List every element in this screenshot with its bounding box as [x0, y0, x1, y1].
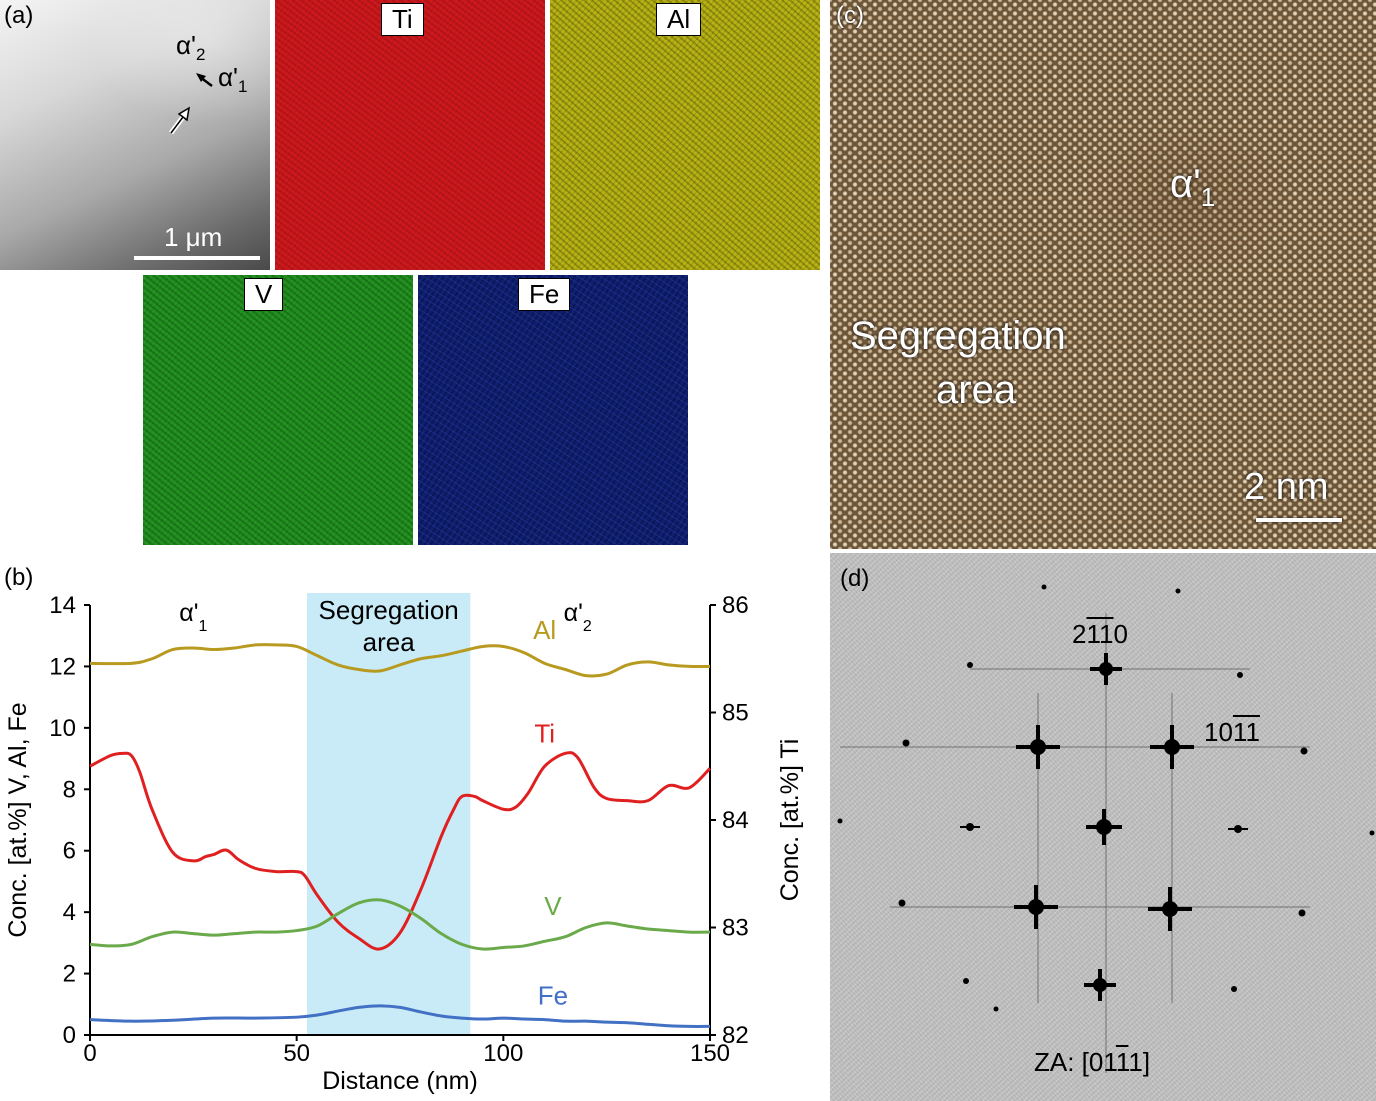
fft-spot-weak	[1369, 830, 1375, 836]
region-label-base: α'	[179, 599, 198, 627]
y-tick-label-right: 85	[722, 700, 749, 727]
fft-spot-weak	[1228, 825, 1248, 833]
y-axis-label-right: Conc. [at.%] Ti	[776, 739, 804, 902]
eds-map-al: Al	[550, 0, 820, 270]
map-label-v: V	[244, 278, 284, 311]
fft-spot-strong	[1090, 653, 1122, 685]
fft-spot-weak	[1175, 588, 1181, 594]
x-tick-label: 150	[690, 1040, 730, 1067]
series-line-fe	[89, 1004, 711, 1028]
region-label: α'2	[564, 599, 592, 635]
y-tick-label-left: 0	[63, 1022, 76, 1049]
fft-spot-strong	[1016, 725, 1060, 769]
panel-label-a: (a)	[4, 2, 34, 29]
fft-spot-weak	[1237, 672, 1243, 678]
y-tick-label-right: 83	[722, 915, 749, 942]
fft-spot-strong	[1150, 725, 1194, 769]
fft-pattern: (d)	[830, 553, 1376, 1101]
scale-bar-a	[134, 256, 260, 260]
fft-spot-weak	[902, 739, 910, 747]
fft-spots	[837, 584, 1375, 1073]
panel-label-d: (d)	[840, 565, 870, 592]
fft-spot-weak	[837, 818, 843, 824]
panel-label-c: (c)	[836, 2, 864, 29]
eds-map-ti: Ti	[275, 0, 545, 270]
series-line-al	[89, 643, 711, 678]
fft-spot-strong	[1148, 887, 1192, 931]
region-label-subscript: 2	[583, 618, 592, 635]
x-tick-label: 100	[483, 1040, 523, 1067]
phase-label-alpha2: α'2	[176, 30, 206, 65]
segregation-label-line1: Segregation	[319, 595, 459, 625]
y-tick-label-right: 86	[722, 592, 749, 619]
y-tick-label-left: 4	[63, 899, 76, 926]
scale-bar-label-c: 2 nm	[1244, 466, 1329, 508]
hrtem-segregation-line1: Segregation	[850, 314, 1066, 358]
region-label: α'1	[179, 599, 207, 635]
hrtem-segregation-line2: area	[936, 368, 1017, 412]
series-line-ti	[89, 751, 712, 951]
fft-spot-weak	[963, 978, 969, 984]
fft-spot-weak	[1298, 909, 1306, 917]
y-tick-label-left: 8	[63, 776, 76, 803]
eds-map-v: V	[143, 275, 413, 545]
panel-label-b: (b)	[4, 564, 34, 591]
y-tick-label-left: 10	[49, 715, 76, 742]
fft-spot-weak	[1041, 584, 1047, 590]
y-tick-label-right: 84	[722, 807, 749, 834]
fft-spot-strong	[1014, 885, 1058, 929]
y-tick-label-right: 82	[722, 1022, 749, 1049]
fft-index-label-1: 2110	[1072, 619, 1128, 649]
segregation-label-line2: area	[363, 627, 416, 657]
zone-axis-label: ZA: [0111]	[1034, 1047, 1151, 1077]
series-label-v: V	[544, 891, 562, 921]
y-tick-label-left: 2	[63, 961, 76, 988]
fft-index-label-2: 1011	[1204, 717, 1260, 747]
haadf-image: (a) α'2 α'1 1 μm	[0, 0, 270, 270]
fft-spot-strong	[1084, 969, 1116, 1001]
eds-map-fe: Fe	[418, 275, 688, 545]
haadf-arrows	[169, 73, 213, 135]
scale-bar-c	[1256, 518, 1342, 522]
fft-spot-weak	[993, 1006, 999, 1012]
y-axis-label-left: Conc. [at.%] V, Al, Fe	[4, 702, 32, 937]
fft-spot-weak	[1231, 986, 1237, 992]
series-label-fe: Fe	[538, 980, 568, 1010]
x-axis-label: Distance (nm)	[322, 1067, 478, 1095]
y-tick-label-left: 6	[63, 838, 76, 865]
series-label-ti: Ti	[534, 719, 555, 749]
line-profile-chart: Segregation area α'1 α'2 0 50 100 1500246810…	[4, 592, 804, 1095]
segregation-region	[307, 593, 471, 1035]
map-label-ti: Ti	[381, 3, 424, 36]
fft-spot-weak	[960, 823, 980, 831]
arrow-icon-alpha1	[196, 73, 213, 87]
x-tick-label: 0	[83, 1040, 96, 1067]
fft-spot-weak	[898, 899, 906, 907]
hrtem-image: (c) α'1 Segregation area 2 nm	[830, 0, 1376, 549]
fft-spot-weak	[967, 662, 973, 668]
region-label-base: α'	[564, 599, 583, 627]
hrtem-phase-label: α'1	[1170, 162, 1216, 212]
map-label-al: Al	[656, 3, 702, 36]
y-tick-label-left: 14	[49, 592, 76, 619]
scale-bar-label-a: 1 μm	[164, 222, 223, 252]
y-tick-label-left: 12	[49, 653, 76, 680]
x-tick-label: 50	[283, 1040, 310, 1067]
phase-label-alpha1: α'1	[218, 62, 248, 97]
fft-spot-center	[1086, 809, 1122, 845]
map-label-fe: Fe	[518, 278, 571, 311]
arrow-icon-boundary	[169, 106, 191, 135]
fft-spot-weak	[1300, 747, 1308, 755]
region-label-subscript: 1	[198, 618, 207, 635]
series-line-v	[89, 898, 711, 951]
series-label-al: Al	[533, 615, 556, 645]
